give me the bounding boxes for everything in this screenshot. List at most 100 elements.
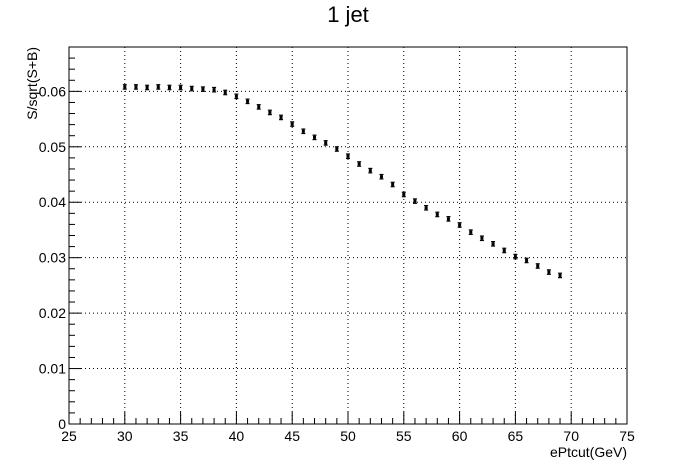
data-point xyxy=(535,263,540,269)
x-tick-label: 40 xyxy=(229,428,245,444)
point-marker xyxy=(413,199,417,203)
point-marker xyxy=(335,147,339,151)
point-marker xyxy=(513,255,517,259)
point-marker xyxy=(268,110,272,114)
data-point xyxy=(312,134,317,141)
y-tick-label: 0.06 xyxy=(39,83,66,99)
y-tick-label: 0.04 xyxy=(39,194,66,210)
x-tick-label: 65 xyxy=(508,428,524,444)
data-point xyxy=(167,84,172,91)
data-point xyxy=(357,161,362,167)
point-marker xyxy=(435,212,439,216)
point-marker xyxy=(346,154,350,158)
point-marker xyxy=(525,258,529,262)
point-marker xyxy=(179,85,183,89)
data-point xyxy=(178,84,183,91)
data-point xyxy=(145,84,150,91)
data-point xyxy=(390,181,395,188)
data-point xyxy=(290,121,295,127)
data-point xyxy=(524,257,529,264)
x-tick-label: 50 xyxy=(340,428,356,444)
point-marker xyxy=(558,273,562,277)
point-marker xyxy=(123,85,127,89)
data-point xyxy=(479,235,484,242)
data-points xyxy=(122,84,563,279)
data-point xyxy=(424,204,429,211)
data-point xyxy=(301,128,306,135)
point-marker xyxy=(502,248,506,252)
x-tick-label: 35 xyxy=(173,428,189,444)
data-point xyxy=(245,98,250,105)
data-point xyxy=(379,173,384,180)
x-axis-title: ePtcut(GeV) xyxy=(550,444,627,460)
data-point xyxy=(267,109,272,116)
data-point xyxy=(346,153,350,160)
data-point xyxy=(502,247,507,254)
data-point xyxy=(234,93,239,100)
data-point xyxy=(256,104,261,110)
y-tick-label: 0.01 xyxy=(39,361,66,377)
x-tick-labels: 25 30 35 40 45 50 55 60 65 70 75 xyxy=(61,428,635,444)
data-point xyxy=(200,86,205,92)
point-marker xyxy=(391,182,395,186)
chart-title: 1 jet xyxy=(327,2,369,27)
point-marker xyxy=(402,192,406,196)
point-marker xyxy=(313,135,317,139)
point-marker xyxy=(368,169,372,173)
data-point xyxy=(546,269,551,275)
y-tick-labels: 0 0.01 0.02 0.03 0.04 0.05 0.06 xyxy=(39,83,66,432)
data-point xyxy=(368,167,373,174)
data-point xyxy=(491,240,496,247)
y-axis-title: S/sqrt(S+B) xyxy=(24,47,40,120)
data-point xyxy=(189,85,194,92)
y-tick-label: 0.05 xyxy=(39,139,66,155)
point-marker xyxy=(446,217,450,221)
y-tick-label: 0 xyxy=(58,416,66,432)
x-tick-label: 25 xyxy=(61,428,77,444)
x-tick-label: 30 xyxy=(117,428,133,444)
x-tick-label: 60 xyxy=(452,428,468,444)
data-point xyxy=(457,222,462,228)
grid xyxy=(69,47,627,424)
point-marker xyxy=(379,175,383,179)
point-marker xyxy=(167,85,171,89)
data-point xyxy=(435,211,440,218)
point-marker xyxy=(134,85,138,89)
x-tick-label: 75 xyxy=(619,428,635,444)
point-marker xyxy=(480,236,484,240)
point-marker xyxy=(547,270,551,274)
data-point xyxy=(156,84,161,90)
data-point xyxy=(122,84,127,90)
data-point xyxy=(446,216,451,222)
y-tick-label: 0.03 xyxy=(39,250,66,266)
data-point xyxy=(323,140,328,146)
data-point xyxy=(334,146,339,152)
data-point xyxy=(279,114,284,121)
point-marker xyxy=(145,85,149,89)
point-marker xyxy=(491,242,495,246)
x-tick-label: 70 xyxy=(563,428,579,444)
point-marker xyxy=(301,129,305,133)
point-marker xyxy=(190,87,194,91)
point-marker xyxy=(290,122,294,126)
point-marker xyxy=(357,162,361,166)
data-point xyxy=(223,89,228,96)
point-marker xyxy=(536,264,540,268)
data-point xyxy=(133,84,138,90)
data-point xyxy=(558,272,563,279)
point-marker xyxy=(257,105,261,109)
point-marker xyxy=(279,115,283,119)
point-marker xyxy=(156,85,160,89)
axis-ticks xyxy=(68,46,628,425)
point-marker xyxy=(223,90,227,94)
data-point xyxy=(412,198,417,204)
data-point xyxy=(401,191,406,198)
point-marker xyxy=(246,99,250,103)
data-point xyxy=(212,86,217,93)
x-tick-label: 55 xyxy=(396,428,412,444)
point-marker xyxy=(469,230,473,234)
x-tick-label: 45 xyxy=(284,428,300,444)
data-point xyxy=(468,229,473,235)
point-marker xyxy=(212,88,216,92)
